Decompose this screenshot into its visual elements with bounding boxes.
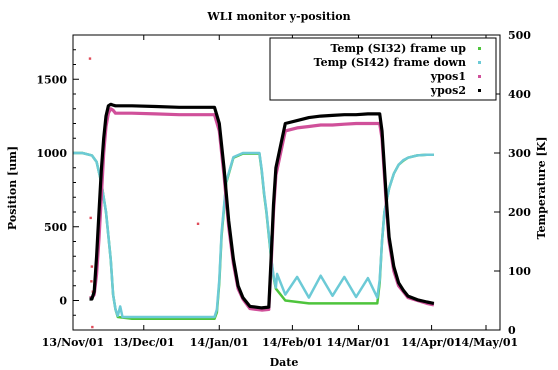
y2-tick-label: 200	[508, 206, 531, 219]
y-tick-label: 0	[59, 295, 67, 308]
x-tick-label: 13/Dec/01	[113, 336, 175, 349]
series-line	[73, 151, 434, 321]
x-tick-label: 13/Nov/01	[42, 336, 104, 349]
data-point	[90, 265, 94, 268]
x-tick-label: 14/Mar/01	[327, 336, 391, 349]
y2-tick-label: 300	[508, 147, 531, 160]
y-axis-label: Position [um]	[6, 146, 19, 230]
series-line	[73, 151, 434, 319]
chart-title: WLI monitor y-position	[206, 10, 350, 23]
series-4	[89, 102, 435, 310]
legend-marker	[478, 89, 481, 92]
legend-label: Temp (SI32) frame up	[330, 42, 466, 55]
data-point	[89, 216, 92, 220]
legend-label: Temp (SI42) frame down	[314, 56, 466, 69]
y2-tick-label: 0	[508, 324, 516, 337]
plot-frame	[72, 34, 501, 331]
series-layer	[73, 57, 435, 329]
data-point	[91, 325, 94, 329]
legend-marker	[478, 47, 481, 50]
y2-tick-label: 500	[508, 29, 531, 42]
y-tick-label: 1000	[36, 147, 67, 160]
legend-label: ypos2	[430, 84, 466, 97]
x-tick-label: 14/Apr/01	[401, 336, 462, 349]
y-tick-label: 1500	[36, 73, 67, 86]
legend-marker	[478, 61, 481, 64]
data-point	[196, 222, 200, 225]
data-point	[88, 57, 92, 60]
legend-label: ypos1	[430, 70, 466, 83]
y2-axis-label: Temperature [K]	[535, 137, 548, 240]
x-tick-label: 14/Jan/01	[190, 336, 249, 349]
ticks-layer: 13/Nov/01 13/Dec/01 14/Jan/01 14/Feb/01 14/M…	[36, 29, 531, 349]
data-point	[90, 280, 93, 283]
series-3	[88, 57, 200, 329]
x-tick-label: 14/May/01	[454, 336, 518, 349]
y-tick-label: 500	[44, 221, 67, 234]
y2-tick-label: 400	[508, 88, 531, 101]
series-0	[73, 151, 434, 321]
legend-box	[269, 37, 497, 101]
y2-tick-label: 100	[508, 265, 531, 278]
x-tick-label: 14/Feb/01	[262, 336, 323, 349]
series-line	[89, 102, 435, 310]
x-axis-label: Date	[270, 356, 299, 369]
legend-marker	[478, 75, 481, 78]
series-1	[73, 151, 434, 319]
